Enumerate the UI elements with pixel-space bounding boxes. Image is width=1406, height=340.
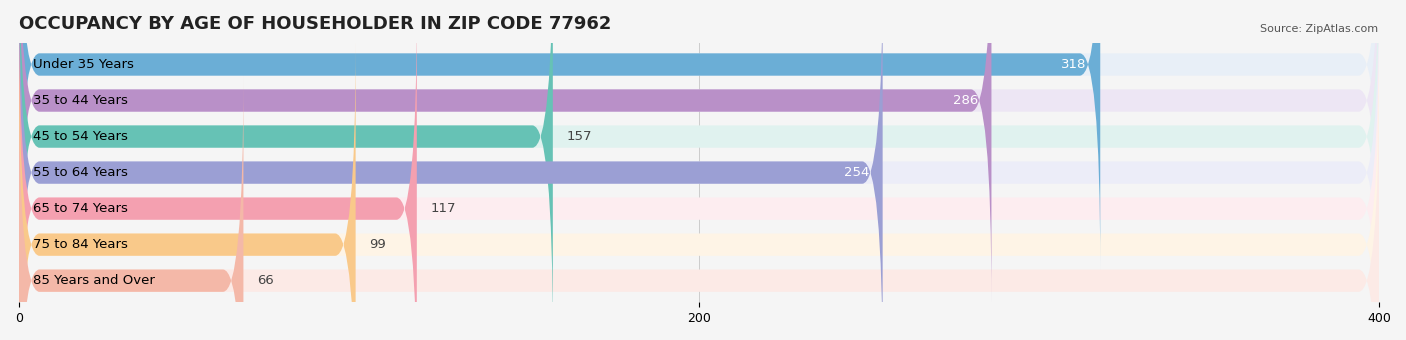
Text: 65 to 74 Years: 65 to 74 Years (32, 202, 128, 215)
Text: Source: ZipAtlas.com: Source: ZipAtlas.com (1260, 24, 1378, 34)
FancyBboxPatch shape (20, 4, 416, 340)
Text: 85 Years and Over: 85 Years and Over (32, 274, 155, 287)
Text: 318: 318 (1062, 58, 1087, 71)
Text: 254: 254 (844, 166, 869, 179)
FancyBboxPatch shape (20, 0, 1101, 270)
Text: 157: 157 (567, 130, 592, 143)
FancyBboxPatch shape (20, 0, 883, 340)
Text: 286: 286 (953, 94, 977, 107)
FancyBboxPatch shape (20, 0, 1379, 270)
Text: OCCUPANCY BY AGE OF HOUSEHOLDER IN ZIP CODE 77962: OCCUPANCY BY AGE OF HOUSEHOLDER IN ZIP C… (20, 15, 612, 33)
FancyBboxPatch shape (20, 76, 1379, 340)
FancyBboxPatch shape (20, 0, 553, 340)
FancyBboxPatch shape (20, 0, 1379, 306)
Text: 75 to 84 Years: 75 to 84 Years (32, 238, 128, 251)
FancyBboxPatch shape (20, 40, 1379, 340)
Text: Under 35 Years: Under 35 Years (32, 58, 134, 71)
FancyBboxPatch shape (20, 76, 243, 340)
FancyBboxPatch shape (20, 0, 1379, 340)
Text: 99: 99 (370, 238, 387, 251)
Text: 66: 66 (257, 274, 274, 287)
FancyBboxPatch shape (20, 4, 1379, 340)
Text: 55 to 64 Years: 55 to 64 Years (32, 166, 128, 179)
FancyBboxPatch shape (20, 40, 356, 340)
FancyBboxPatch shape (20, 0, 1379, 340)
Text: 117: 117 (430, 202, 456, 215)
Text: 45 to 54 Years: 45 to 54 Years (32, 130, 128, 143)
Text: 35 to 44 Years: 35 to 44 Years (32, 94, 128, 107)
FancyBboxPatch shape (20, 0, 991, 306)
